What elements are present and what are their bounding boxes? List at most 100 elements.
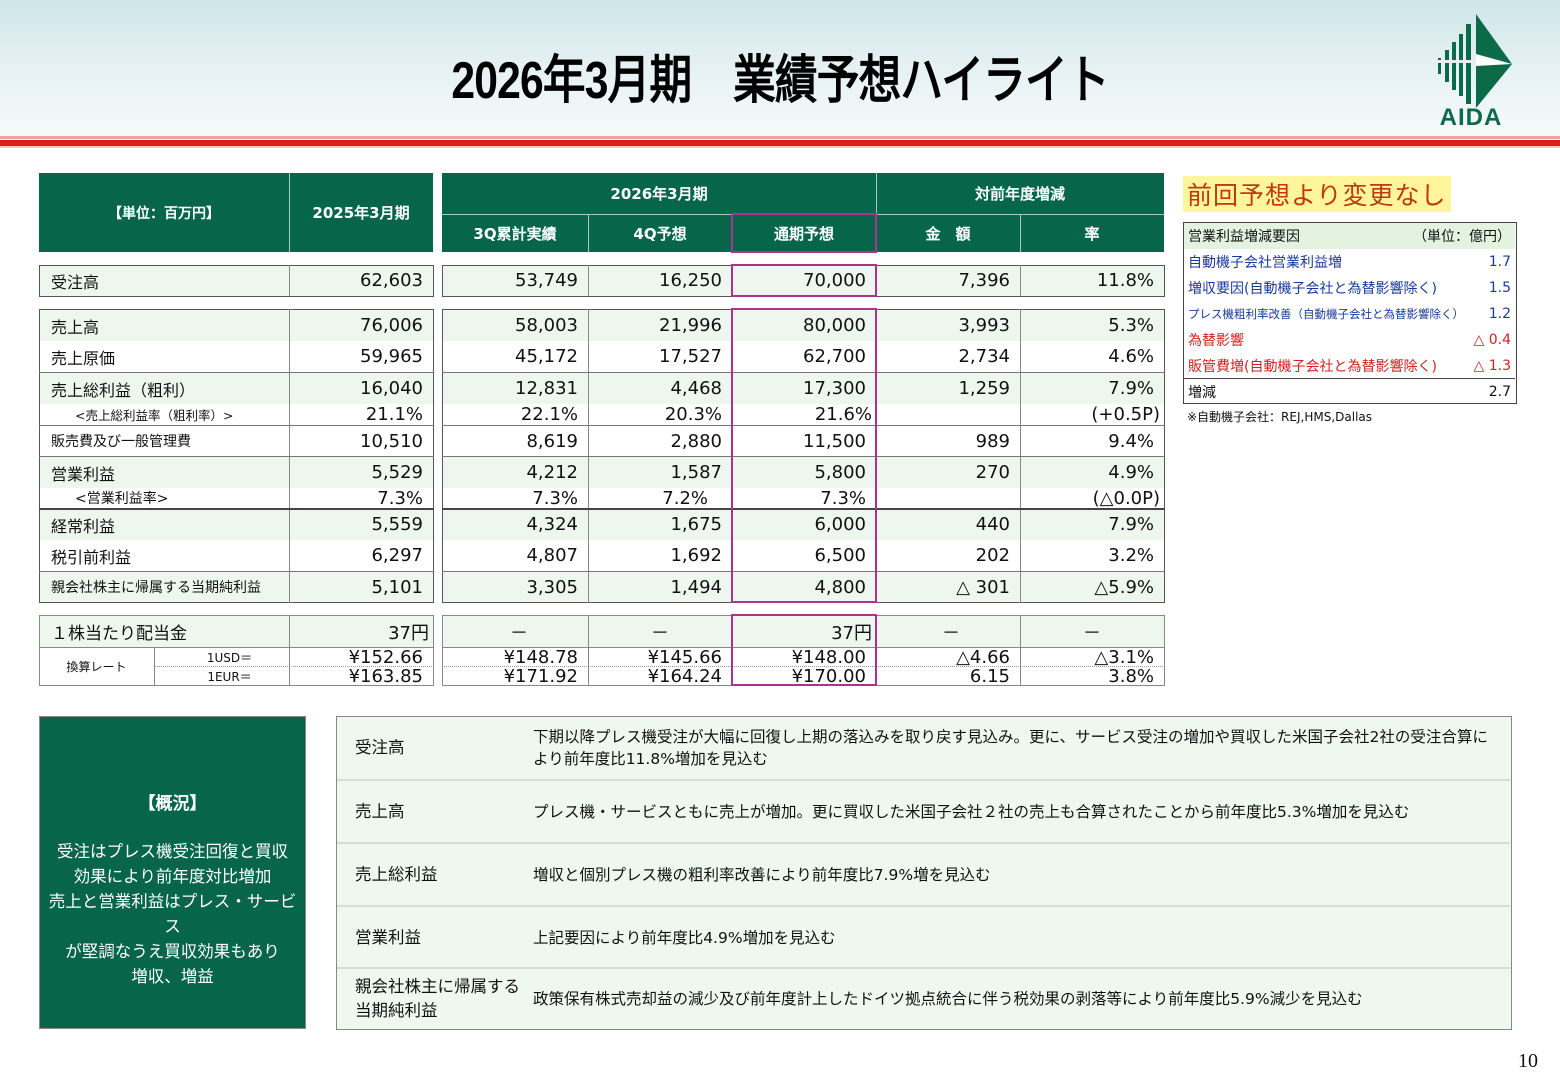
row-label-operating-margin: <営業利益率> bbox=[39, 488, 289, 508]
factors-total-value: 2.7 bbox=[1488, 383, 1511, 400]
overview-box: 【概況】 受注はプレス機受注回復と買収 効果により前年度対比増加 売上と営業利益… bbox=[39, 716, 306, 1029]
divider bbox=[442, 425, 1165, 426]
value-3q: ¥171.92 bbox=[442, 666, 588, 687]
value-3q: 3,305 bbox=[442, 572, 588, 602]
footnote: ※自動機子会社：REJ,HMS,Dallas bbox=[1187, 410, 1373, 424]
value-rate: 11.8% bbox=[1020, 265, 1164, 296]
overview-line: 受注はプレス機受注回復と買収 bbox=[57, 842, 288, 861]
commentary-text: 下期以降プレス機受注が大幅に回復し上期の落込みを取り戻す見込み。更に、サービス受… bbox=[533, 728, 1488, 768]
value-3q: 8,619 bbox=[442, 426, 588, 456]
factor-value: △ 1.3 bbox=[1473, 358, 1511, 374]
row-label-gross-profit: 売上総利益（粗利） bbox=[39, 373, 289, 404]
divider bbox=[1020, 214, 1021, 252]
value-4q: ¥145.66 bbox=[588, 647, 732, 668]
value-rate: 3.2% bbox=[1020, 540, 1164, 571]
value-full: 4,800 bbox=[732, 572, 876, 602]
divider bbox=[588, 214, 589, 252]
value-3q: ¥148.78 bbox=[442, 647, 588, 668]
factor-value: 1.2 bbox=[1488, 306, 1511, 322]
value-prev: 10,510 bbox=[289, 426, 433, 456]
value-4q: － bbox=[588, 616, 732, 647]
value-4q: 16,250 bbox=[588, 265, 732, 296]
commentary-label: 親会社株主に帰属する当期純利益 bbox=[355, 977, 520, 1020]
factor-value: 1.5 bbox=[1488, 280, 1511, 296]
fx-usd-label: 1USD＝ bbox=[154, 648, 289, 666]
divider bbox=[732, 214, 733, 252]
value-rate: 7.9% bbox=[1020, 373, 1164, 404]
no-change-badge: 前回予想より変更なし bbox=[1183, 176, 1451, 212]
col-header-amount: 金 額 bbox=[876, 214, 1020, 252]
row-label: 受注高 bbox=[39, 265, 289, 296]
group-header-yoy: 対前年度増減 bbox=[876, 173, 1164, 214]
factors-unit: （単位：億円） bbox=[1413, 229, 1511, 245]
overview-line: 売上と営業利益はプレス・サービス bbox=[48, 892, 297, 936]
overview-line: が堅調なうえ買収効果もあり bbox=[65, 942, 280, 961]
value-4q: 1,494 bbox=[588, 572, 732, 602]
factor-label: 為替影響 bbox=[1188, 333, 1244, 349]
col-header-full: 通期予想 bbox=[732, 214, 876, 252]
row-label-gross-margin: <売上総利益率（粗利率）> bbox=[39, 404, 289, 425]
value-rate: 7.9% bbox=[1020, 509, 1164, 540]
factor-value: 1.7 bbox=[1488, 254, 1511, 270]
value-4q: 1,587 bbox=[588, 457, 732, 488]
divider bbox=[289, 265, 290, 296]
divider bbox=[337, 842, 1510, 844]
commentary-text: 政策保有株式売却益の減少及び前年度計上したドイツ拠点統合に伴う税効果の剥落等によ… bbox=[533, 990, 1363, 1008]
value-full: 80,000 bbox=[732, 310, 876, 341]
row-label-sga: 販売費及び一般管理費 bbox=[39, 426, 289, 456]
dotted-divider bbox=[154, 666, 434, 667]
value-4q: 7.2% bbox=[588, 488, 732, 509]
value-3q: 12,831 bbox=[442, 373, 588, 404]
value-4q: 21,996 bbox=[588, 310, 732, 341]
value-3q: 4,807 bbox=[442, 540, 588, 571]
value-rate: △3.1% bbox=[1020, 647, 1164, 668]
fx-label: 換算レート bbox=[39, 648, 154, 685]
value-rate: 9.4% bbox=[1020, 426, 1164, 456]
factor-row: 為替影響 △ 0.4 bbox=[1184, 327, 1515, 353]
value-prev: 59,965 bbox=[289, 341, 433, 372]
value-3q: 4,212 bbox=[442, 457, 588, 488]
commentary-text: 増収と個別プレス機の粗利率改善により前年度比7.9%増を見込む bbox=[533, 866, 991, 884]
value-3q: － bbox=[442, 616, 588, 647]
divider bbox=[442, 508, 1165, 510]
value-3q: 45,172 bbox=[442, 341, 588, 372]
commentary-label: 売上高 bbox=[355, 802, 405, 821]
row-label-pretax-profit: 税引前利益 bbox=[39, 540, 289, 571]
value-prev: ¥152.66 bbox=[289, 647, 433, 668]
value-prev: 21.1% bbox=[289, 404, 433, 425]
commentary-row-net-income: 親会社株主に帰属する当期純利益 政策保有株式売却益の減少及び前年度計上したドイツ… bbox=[337, 969, 1510, 1029]
value-prev: 5,529 bbox=[289, 457, 433, 488]
value-prev: 7.3% bbox=[289, 488, 433, 509]
value-full: 7.3% bbox=[732, 488, 876, 509]
slide-header bbox=[0, 0, 1560, 136]
value-amount: 202 bbox=[876, 540, 1020, 571]
commentary-text: プレス機・サービスともに売上が増加。更に買収した米国子会社２社の売上も合算された… bbox=[533, 803, 1410, 821]
value-3q: 22.1% bbox=[442, 404, 588, 425]
divider bbox=[442, 456, 1165, 457]
value-rate: 4.6% bbox=[1020, 341, 1164, 372]
value-rate: － bbox=[1020, 616, 1164, 647]
value-4q: 1,692 bbox=[588, 540, 732, 571]
factor-label: 販管費増(自動機子会社と為替影響除く) bbox=[1188, 359, 1437, 375]
value-4q: ¥164.24 bbox=[588, 666, 732, 687]
commentary-label: 売上総利益 bbox=[355, 865, 438, 884]
commentary-row-sales: 売上高 プレス機・サービスともに売上が増加。更に買収した米国子会社２社の売上も合… bbox=[337, 781, 1510, 843]
value-4q: 4,468 bbox=[588, 373, 732, 404]
page-number: 10 bbox=[1518, 1050, 1538, 1072]
fx-eur-label: 1EUR＝ bbox=[154, 667, 289, 685]
value-full: 21.6% bbox=[732, 404, 876, 425]
commentary-row-orders: 受注高 下期以降プレス機受注が大幅に回復し上期の落込みを取り戻す見込み。更に、サ… bbox=[337, 717, 1510, 779]
value-amount bbox=[876, 404, 1020, 425]
value-4q: 17,527 bbox=[588, 341, 732, 372]
divider bbox=[588, 265, 589, 296]
divider bbox=[154, 648, 155, 685]
value-full: 6,000 bbox=[732, 509, 876, 540]
col-header-prev: 2025年3月期 bbox=[289, 173, 433, 252]
commentary-table: 受注高 下期以降プレス機受注が大幅に回復し上期の落込みを取り戻す見込み。更に、サ… bbox=[336, 716, 1512, 1030]
row-label-ordinary-profit: 経常利益 bbox=[39, 509, 289, 540]
commentary-label: 営業利益 bbox=[355, 928, 421, 947]
value-3q: 4,324 bbox=[442, 509, 588, 540]
row-label-operating-profit: 営業利益 bbox=[39, 457, 289, 488]
divider bbox=[337, 905, 1510, 907]
row-label-cogs: 売上原価 bbox=[39, 341, 289, 372]
